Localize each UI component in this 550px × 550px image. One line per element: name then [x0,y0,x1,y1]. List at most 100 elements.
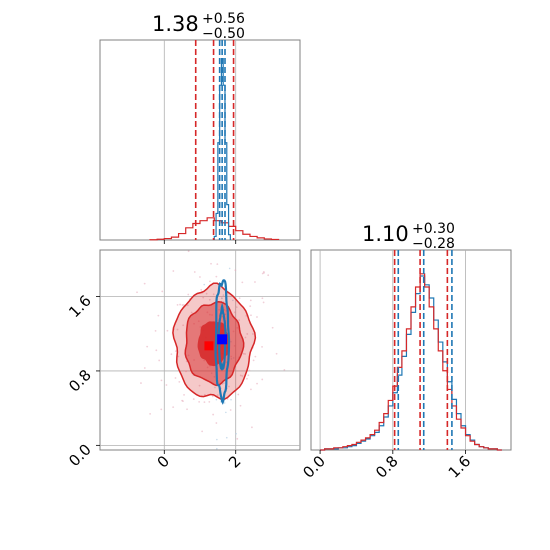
marker-red-square [204,341,214,351]
sample-dot-red [233,311,236,314]
sample-dot-blue [221,297,223,300]
sample-dot-red [248,369,251,372]
sample-dot-blue [228,267,231,270]
sample-dot-red [165,384,168,386]
panel-bottom-right-grid [319,250,466,450]
histogram-red [149,217,280,241]
sample-dot-red [208,298,211,301]
sample-dot-red [158,359,161,362]
sample-dot-red [176,303,179,306]
sample-dot-red [160,408,163,411]
sample-dot-red [161,290,164,293]
sample-dot-red [252,333,254,335]
sample-dot-red [174,350,177,353]
sample-dot-red [190,311,193,314]
contour-fill-red-2 [197,321,230,367]
sample-dot-red [185,370,187,372]
sample-dot-red [212,293,215,296]
xtick-label: 0 [154,452,173,471]
sample-dot-blue [215,398,218,401]
sample-dot-red [254,281,256,283]
xtick-label: 2 [225,452,244,471]
contour-line-blue-1 [214,279,231,405]
sample-dot-red [234,269,237,272]
sample-dot-red [155,349,158,352]
sample-dot-red [208,400,211,403]
panel-bottom-right: 0.0 0.8 1.6 1.10 +0.30 −0.28 [299,221,512,482]
sample-dot-red [154,329,157,332]
sample-dot-red [166,329,169,332]
panel-top-left-frame [99,39,301,241]
sample-dot-red [146,345,149,348]
panel-bottom-right-histograms [320,273,502,451]
sample-dot-red [136,291,138,294]
ytick-label: 0.0 [65,440,95,470]
sample-dot-red [247,374,250,377]
sample-dot-red [198,384,201,387]
sample-dot-red [249,299,252,302]
ytick-label: 1.6 [65,292,95,322]
sample-dot-red [143,282,146,285]
contour-line-red-0 [172,282,257,401]
sample-dot-red [174,377,177,379]
sample-dot-red [254,355,257,358]
sample-dot-red [212,413,215,416]
sample-dot-blue [214,386,216,389]
sample-dot-red [209,280,211,283]
sample-dot-blue [225,411,227,414]
sample-dot-red [186,304,189,307]
sample-dot-red [238,297,241,300]
sample-dot-red [261,345,263,348]
sample-dot-blue [223,382,225,384]
sample-dot-red [201,430,204,433]
sample-dot-blue [230,398,232,401]
sample-dot-red [143,367,146,369]
sample-dot-red [244,336,247,339]
sample-dot-blue [232,299,234,302]
sample-dot-red [283,368,286,371]
sample-dot-red [267,274,270,277]
sample-dot-red [246,377,248,380]
sample-dot-red [237,393,240,396]
sample-dot-red [182,324,185,327]
sample-dot-red [192,398,195,400]
sample-dot-red [239,404,242,407]
sample-dot-red [263,271,265,274]
sample-dot-red [261,297,264,300]
sample-dot-red [271,326,274,329]
sample-dot-red [160,379,163,382]
sample-dot-red [215,422,218,424]
sample-dot-red [262,301,265,304]
sample-dot-red [235,306,238,308]
sample-dot-red [251,426,253,429]
sample-dot-red [228,385,230,388]
panel-top-left: 1.38 +0.56 −0.50 [99,11,301,244]
sample-dot-red [187,250,190,253]
sample-dot-blue [221,383,224,385]
sample-dot-blue [225,436,228,439]
sample-dot-red [187,293,190,296]
sample-dot-red [215,275,218,278]
sample-dot-red [179,303,181,306]
marker-blue-square [217,334,228,345]
sample-dot-red [275,352,278,355]
sample-dot-red [250,388,252,391]
sample-dot-red [229,409,232,411]
sample-dot-blue [222,294,225,296]
contour-line-red-1 [184,300,245,387]
sample-dot-blue [235,432,237,435]
sample-dot-red [256,382,258,385]
sample-dot-red [211,395,214,398]
panel-bottom-left-grid [100,250,300,450]
sample-dot-blue [223,402,226,404]
xtick-label: 0.8 [372,452,402,482]
panel-bottom-right-title-value: 1.10 [362,222,409,246]
sample-dot-red [170,353,173,356]
sample-dot-red [250,314,252,317]
sample-dot-red [241,281,244,284]
sample-dot-red [203,401,206,404]
sample-dot-red [172,270,175,272]
panel-bottom-right-title-minus: −0.28 [412,236,455,252]
panel-top-left-grid [163,40,237,244]
